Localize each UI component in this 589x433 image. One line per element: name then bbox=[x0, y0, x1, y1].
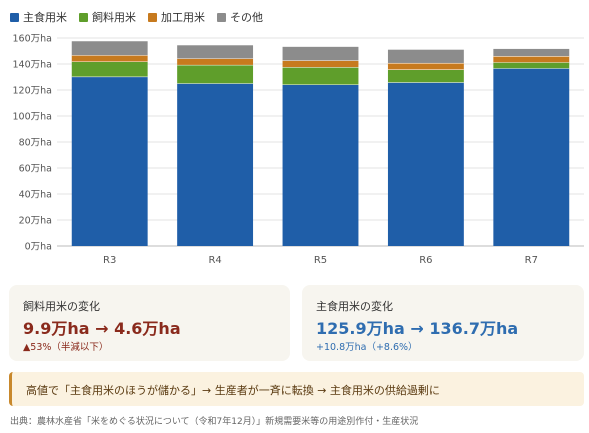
bar-segment-R4-1 bbox=[177, 64, 254, 84]
bar-segment-R6-0 bbox=[387, 82, 464, 246]
bar-segment-R5-2 bbox=[282, 60, 359, 68]
bar-segment-R7-3 bbox=[493, 48, 570, 57]
y-tick-label: 0万ha bbox=[25, 242, 52, 253]
bar-segment-R6-3 bbox=[387, 49, 464, 63]
legend-swatch-main-rice bbox=[10, 12, 19, 22]
feed-rice-change-card: 飼料用米の変化 9.9万ha → 4.6万ha ▲53%（半減以下） bbox=[9, 285, 290, 361]
legend-label-other: その他 bbox=[230, 11, 263, 24]
chart-legend: 主食用米 飼料用米 加工用米 その他 bbox=[10, 9, 263, 25]
bar-segment-R3-1 bbox=[71, 61, 148, 77]
main-rice-change-label: 主食用米の変化 bbox=[316, 300, 393, 313]
y-tick-label: 100万ha bbox=[13, 112, 52, 123]
summary-note: 高値で「主食用米のほうが儲かる」→ 生産者が一斉に転換 → 主食用米の供給過剰に bbox=[9, 372, 584, 406]
bar-segment-R6-1 bbox=[387, 69, 464, 83]
y-tick-label: 140万ha bbox=[13, 60, 52, 71]
y-tick-label: 60万ha bbox=[19, 164, 52, 175]
x-tick-label: R7 bbox=[525, 255, 538, 266]
feed-rice-change-sub: ▲53%（半減以下） bbox=[23, 342, 109, 353]
legend-swatch-processing-rice bbox=[148, 12, 157, 22]
feed-rice-change-value: 9.9万ha → 4.6万ha bbox=[23, 319, 181, 338]
bar-segment-R3-2 bbox=[71, 55, 148, 62]
bar-segment-R4-2 bbox=[177, 58, 254, 65]
x-tick-label: R3 bbox=[103, 255, 116, 266]
y-tick-label: 40万ha bbox=[19, 190, 52, 201]
x-tick-label: R6 bbox=[419, 255, 432, 266]
bar-segment-R5-0 bbox=[282, 84, 359, 246]
main-rice-change-value: 125.9万ha → 136.7万ha bbox=[316, 319, 519, 338]
bar-segment-R7-2 bbox=[493, 56, 570, 63]
bar-segment-R4-3 bbox=[177, 45, 254, 59]
stacked-bar-chart: 0万ha 20万ha 40万ha 60万ha 80万ha 100万ha 120万ha 140万… bbox=[13, 34, 584, 266]
bar-segment-R7-0 bbox=[493, 68, 570, 246]
bar-segment-R5-3 bbox=[282, 46, 359, 61]
main-rice-change-card: 主食用米の変化 125.9万ha → 136.7万ha +10.8万ha（+8.… bbox=[302, 285, 584, 361]
legend-swatch-feed-rice bbox=[79, 12, 88, 22]
summary-note-text: 高値で「主食用米のほうが儲かる」→ 生産者が一斉に転換 → 主食用米の供給過剰に bbox=[26, 384, 440, 397]
feed-rice-change-label: 飼料用米の変化 bbox=[23, 300, 100, 313]
x-tick-label: R4 bbox=[208, 255, 221, 266]
bar-segment-R4-0 bbox=[177, 83, 254, 246]
legend-swatch-other bbox=[217, 12, 226, 22]
y-tick-label: 20万ha bbox=[19, 216, 52, 227]
legend-item-feed-rice: 飼料用米 bbox=[79, 9, 136, 25]
y-tick-label: 120万ha bbox=[13, 86, 52, 97]
legend-item-processing-rice: 加工用米 bbox=[148, 9, 205, 25]
bar-segment-R7-1 bbox=[493, 62, 570, 69]
x-tick-label: R5 bbox=[314, 255, 327, 266]
legend-item-other: その他 bbox=[217, 9, 263, 25]
bar-segment-R3-3 bbox=[71, 41, 148, 56]
legend-label-processing-rice: 加工用米 bbox=[161, 11, 205, 24]
bar-segment-R3-0 bbox=[71, 76, 148, 246]
legend-item-main-rice: 主食用米 bbox=[10, 9, 67, 25]
bar-segment-R6-2 bbox=[387, 62, 464, 70]
y-tick-label: 80万ha bbox=[19, 138, 52, 149]
legend-label-feed-rice: 飼料用米 bbox=[92, 11, 136, 24]
legend-label-main-rice: 主食用米 bbox=[23, 11, 67, 24]
source-citation: 出典：農林水産省「米をめぐる状況について（令和7年12月）」新規需要米等の用途別… bbox=[10, 417, 419, 427]
bar-segment-R5-1 bbox=[282, 67, 359, 85]
y-tick-label: 160万ha bbox=[13, 34, 52, 45]
main-rice-change-sub: +10.8万ha（+8.6%） bbox=[316, 342, 418, 353]
